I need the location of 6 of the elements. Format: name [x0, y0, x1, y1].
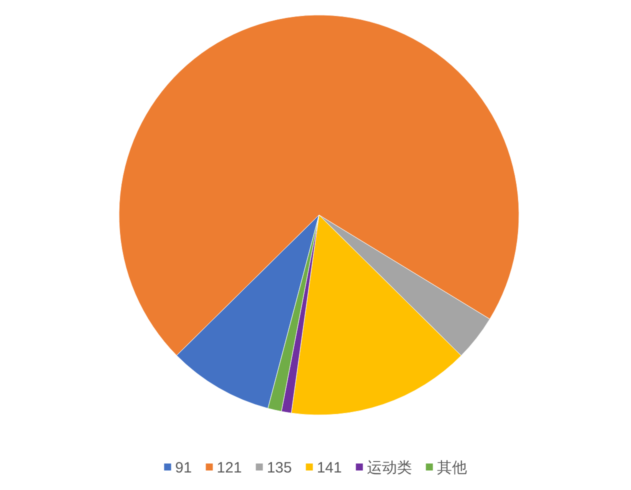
legend-label: 91: [175, 459, 192, 476]
legend-label: 135: [266, 459, 292, 476]
legend-label: 141: [316, 459, 342, 476]
legend-label: 其他: [436, 459, 467, 476]
legend-label: 运动类: [366, 459, 412, 476]
legend-label: 121: [216, 459, 242, 476]
